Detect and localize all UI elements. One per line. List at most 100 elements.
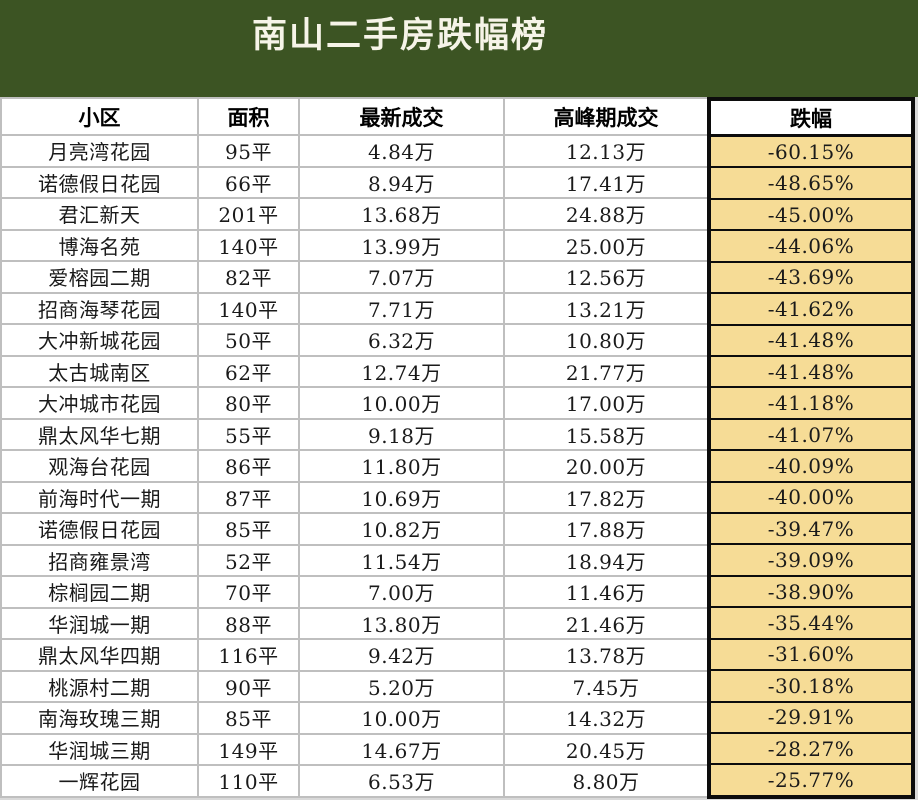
drop-percent-cell: -35.44% <box>711 608 911 640</box>
community-cell: 鼎太风华四期 <box>2 640 197 670</box>
latest-price-cell: 11.54万 <box>300 545 503 575</box>
latest-price-cell: 7.71万 <box>300 293 503 323</box>
table-body-left: 小区 面积 最新成交 高峰期成交 月亮湾花园 95平 4.84万 12.13万 诺德假日… <box>0 97 707 798</box>
area-cell: 90平 <box>199 671 298 701</box>
drop-percent-cell: -41.07% <box>711 420 911 452</box>
drop-percent-cell: -44.06% <box>711 231 911 263</box>
title-banner: 南山二手房跌幅榜 <box>0 0 918 97</box>
drop-percent-cell: -48.65% <box>711 168 911 200</box>
column-header-area: 面积 <box>199 99 298 134</box>
latest-price-cell: 13.99万 <box>300 230 503 260</box>
peak-price-cell: 12.13万 <box>505 136 707 166</box>
community-cell: 鼎太风华七期 <box>2 419 197 449</box>
peak-price-cell: 10.80万 <box>505 325 707 355</box>
area-cell: 140平 <box>199 230 298 260</box>
column-header-community: 小区 <box>2 99 197 134</box>
drop-percent-cell: -31.60% <box>711 640 911 672</box>
area-cell: 110平 <box>199 766 298 796</box>
area-cell: 55平 <box>199 419 298 449</box>
peak-price-cell: 13.78万 <box>505 640 707 670</box>
peak-price-cell: 20.00万 <box>505 451 707 481</box>
drop-percent-cell: -30.18% <box>711 671 911 703</box>
drop-percent-cell: -41.18% <box>711 388 911 420</box>
latest-price-cell: 5.20万 <box>300 671 503 701</box>
area-cell: 140平 <box>199 293 298 323</box>
community-cell: 前海时代一期 <box>2 482 197 512</box>
drop-percent-cell: -28.27% <box>711 734 911 766</box>
peak-price-cell: 15.58万 <box>505 419 707 449</box>
peak-price-cell: 17.41万 <box>505 167 707 197</box>
community-cell: 月亮湾花园 <box>2 136 197 166</box>
latest-price-cell: 12.74万 <box>300 356 503 386</box>
drop-percent-cell: -45.00% <box>711 200 911 232</box>
community-cell: 太古城南区 <box>2 356 197 386</box>
peak-price-cell: 14.32万 <box>505 703 707 733</box>
area-cell: 85平 <box>199 514 298 544</box>
latest-price-cell: 9.42万 <box>300 640 503 670</box>
peak-price-cell: 13.21万 <box>505 293 707 323</box>
peak-price-cell: 24.88万 <box>505 199 707 229</box>
peak-price-cell: 20.45万 <box>505 734 707 764</box>
column-header-latest-price: 最新成交 <box>300 99 503 134</box>
peak-price-cell: 7.45万 <box>505 671 707 701</box>
drop-percent-cell: -41.48% <box>711 357 911 389</box>
peak-price-cell: 25.00万 <box>505 230 707 260</box>
drop-percent-cell: -43.69% <box>711 263 911 295</box>
peak-price-cell: 18.94万 <box>505 545 707 575</box>
community-cell: 大冲新城花园 <box>2 325 197 355</box>
area-cell: 86平 <box>199 451 298 481</box>
ranking-table: 小区 面积 最新成交 高峰期成交 月亮湾花园 95平 4.84万 12.13万 诺德假日… <box>0 97 918 799</box>
area-cell: 62平 <box>199 356 298 386</box>
community-cell: 南海玫瑰三期 <box>2 703 197 733</box>
drop-percent-cell: -25.77% <box>767 768 855 793</box>
drop-percent-cell: -40.09% <box>711 451 911 483</box>
area-cell: 52平 <box>199 545 298 575</box>
peak-price-cell: 17.82万 <box>505 482 707 512</box>
area-cell: 80平 <box>199 388 298 418</box>
peak-price-cell: 12.56万 <box>505 262 707 292</box>
drop-percent-cell: -29.91% <box>711 703 911 735</box>
community-cell: 一辉花园 <box>2 766 197 796</box>
area-cell: 87平 <box>199 482 298 512</box>
latest-price-cell: 6.32万 <box>300 325 503 355</box>
area-cell: 70平 <box>199 577 298 607</box>
peak-price-cell: 17.00万 <box>505 388 707 418</box>
peak-price-cell: 8.80万 <box>505 766 707 796</box>
community-cell: 华润城一期 <box>2 608 197 638</box>
community-cell: 博海名苑 <box>2 230 197 260</box>
peak-price-cell: 11.46万 <box>505 577 707 607</box>
community-cell: 诺德假日花园 <box>2 514 197 544</box>
latest-price-cell: 10.69万 <box>300 482 503 512</box>
drop-percent-cell: -40.00% <box>711 483 911 515</box>
drop-percent-cell: -60.15% <box>711 137 911 169</box>
area-cell: 85平 <box>199 703 298 733</box>
community-cell: 大冲城市花园 <box>2 388 197 418</box>
area-cell: 88平 <box>199 608 298 638</box>
community-cell: 华润城三期 <box>2 734 197 764</box>
area-cell: 149平 <box>199 734 298 764</box>
latest-price-cell: 13.68万 <box>300 199 503 229</box>
area-cell: 50平 <box>199 325 298 355</box>
latest-price-cell: 10.82万 <box>300 514 503 544</box>
latest-price-cell: 4.84万 <box>300 136 503 166</box>
page-title: 南山二手房跌幅榜 <box>251 16 548 56</box>
area-cell: 66平 <box>199 167 298 197</box>
drop-percent-cell: -38.90% <box>711 577 911 609</box>
community-cell: 桃源村二期 <box>2 671 197 701</box>
latest-price-cell: 7.00万 <box>300 577 503 607</box>
latest-price-cell: 9.18万 <box>300 419 503 449</box>
area-cell: 82平 <box>199 262 298 292</box>
area-cell: 116平 <box>199 640 298 670</box>
column-header-drop: 跌幅 <box>711 101 911 137</box>
latest-price-cell: 10.00万 <box>300 703 503 733</box>
community-cell: 爱榕园二期 <box>2 262 197 292</box>
community-cell: 招商雍景湾 <box>2 545 197 575</box>
peak-price-cell: 21.77万 <box>505 356 707 386</box>
drop-percent-cell: -41.48% <box>711 326 911 357</box>
latest-price-cell: 6.53万 <box>300 766 503 796</box>
peak-price-cell: 17.88万 <box>505 514 707 544</box>
peak-price-cell: 21.46万 <box>505 608 707 638</box>
latest-price-cell: 11.80万 <box>300 451 503 481</box>
community-cell: 棕榈园二期 <box>2 577 197 607</box>
community-cell: 诺德假日花园 <box>2 167 197 197</box>
